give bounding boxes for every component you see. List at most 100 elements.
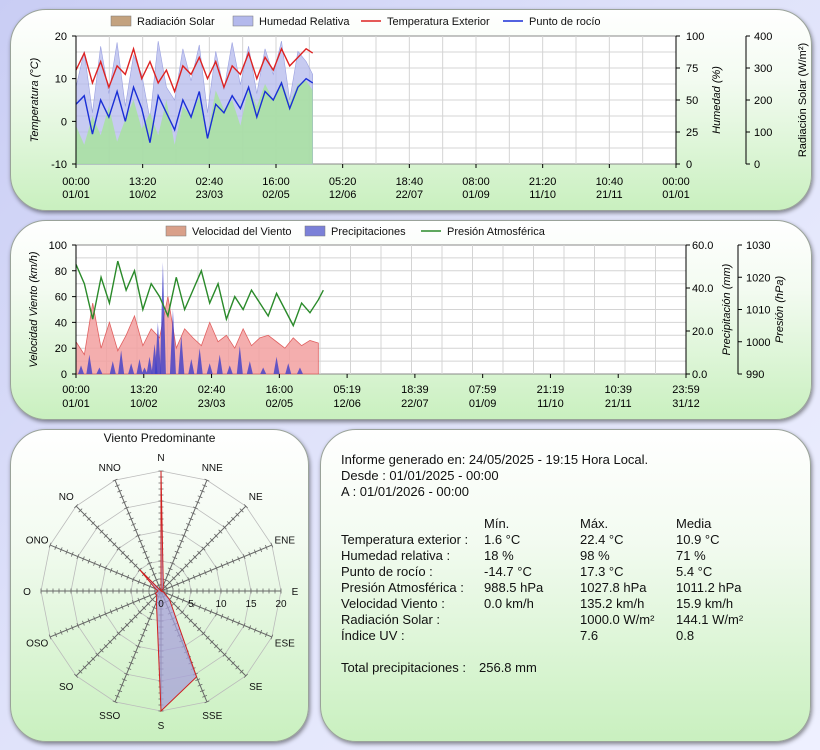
rose-spoke-tick [186, 523, 192, 526]
x-tick-time: 02:40 [196, 176, 224, 188]
rose-spoke-tick [86, 516, 91, 521]
rose-direction-label: NNO [99, 463, 121, 474]
rose-direction-label: NO [59, 492, 74, 503]
rose-spoke-tick [112, 542, 117, 547]
rose-spoke-tick [195, 678, 201, 682]
x-tick-time: 00:00 [62, 176, 90, 188]
humidity-tick-label: 0 [686, 159, 692, 171]
rose-spoke-tick [171, 576, 176, 581]
precipitation-spike [216, 354, 223, 374]
rose-spoke-tick [199, 489, 205, 493]
temp-tick-label: 0 [61, 116, 67, 128]
rose-spoke-tick [209, 538, 214, 543]
rose-spoke-tick [121, 678, 127, 682]
rose-spoke-tick [147, 561, 152, 565]
rose-spoke-tick [181, 579, 185, 585]
legend-solar: Radiación Solar [137, 16, 215, 28]
wind-tick-label: 100 [49, 240, 67, 252]
humidity-tick-label: 100 [686, 31, 704, 43]
rose-spoke-tick [235, 512, 240, 517]
rose-spoke-tick [99, 529, 104, 534]
rose-spoke-tick [237, 620, 240, 626]
rose-direction-label: NNE [202, 463, 223, 474]
humidity-tick-label: 50 [686, 95, 698, 107]
rose-spoke-tick [148, 583, 152, 589]
rose-spoke-tick [175, 571, 181, 577]
rose-spoke-tick [253, 549, 257, 555]
rose-spoke-tick [130, 523, 136, 526]
rose-spoke-tick [192, 555, 197, 560]
rose-spoke-tick [243, 673, 248, 678]
rose-spoke-tick [242, 622, 246, 628]
x-tick-time: 16:00 [262, 176, 290, 188]
rose-spoke-tick [184, 614, 189, 619]
rose-direction-label: SSO [99, 711, 120, 722]
rose-spoke-tick [218, 648, 223, 653]
x-tick-date: 23/03 [196, 189, 224, 201]
rose-spoke-tick [104, 611, 107, 617]
x-tick-time: 02:40 [198, 384, 226, 396]
rose-spoke-tick [226, 521, 231, 526]
temperature-humidity-panel: Radiación Solar Humedad Relativa Temperatu… [10, 9, 812, 211]
precipitation-spike [96, 367, 103, 374]
rose-spoke-tick [59, 629, 63, 635]
rose-direction-label: N [157, 453, 164, 464]
report-row-value: 1000.0 W/m² [580, 612, 655, 627]
rose-spoke-tick [141, 605, 147, 611]
rose-spoke-tick [133, 614, 138, 619]
report-row-label: Presión Atmosférica : [341, 580, 464, 595]
legend-precip-swatch [304, 225, 326, 237]
wind-rose-title: Viento Predominante [103, 431, 216, 445]
rose-spoke-tick [176, 595, 179, 601]
precipitation-spike [86, 354, 93, 374]
rose-ring-label: 15 [245, 599, 257, 610]
report-row-label: Radiación Solar : [341, 612, 440, 627]
rose-spoke-tick [126, 667, 132, 670]
radiation-tick-label: 400 [754, 31, 772, 43]
radiation-tick-label: 0 [754, 159, 760, 171]
legend-precip: Precipitaciones [331, 226, 406, 238]
x-tick-date: 02/05 [262, 189, 290, 201]
report-row-value: 5.4 °C [676, 564, 713, 579]
rose-spoke-tick [198, 572, 202, 578]
rose-spoke-tick [143, 595, 146, 601]
dew-point-line [75, 77, 314, 143]
rose-spoke-tick [218, 529, 223, 534]
precip-tick-label: 0.0 [692, 369, 707, 381]
report-row-label: Velocidad Viento : [341, 596, 445, 611]
rose-spoke-tick [137, 610, 142, 615]
rose-spoke-tick [146, 601, 151, 606]
rose-spoke-tick [192, 602, 196, 608]
rose-spoke-tick [149, 567, 155, 571]
rose-spoke-tick [253, 627, 257, 633]
rose-spoke-tick [144, 622, 150, 626]
precipitation-spike [273, 356, 280, 374]
x-tick-date: 11/10 [529, 189, 556, 201]
rose-spoke-tick [209, 639, 214, 644]
rose-spoke-tick [259, 629, 263, 635]
rose-spoke-tick [197, 495, 203, 499]
rose-spoke-tick [201, 631, 206, 636]
precipitation-spike [196, 348, 203, 374]
rose-spoke-tick [98, 563, 102, 569]
rose-spoke-tick [109, 567, 113, 573]
rose-spoke-tick [198, 604, 202, 610]
legend-humidity-swatch [232, 15, 254, 27]
rose-spoke-tick [126, 602, 130, 608]
x-tick-time: 13:20 [130, 384, 158, 396]
rose-spoke-tick [209, 609, 213, 615]
rose-spoke-tick [248, 551, 252, 557]
rose-spoke-tick [220, 563, 224, 569]
rose-spoke-tick [126, 574, 130, 580]
rose-spoke-tick [231, 558, 235, 564]
humidity-tick-label: 75 [686, 63, 698, 75]
rose-spoke-tick [137, 639, 143, 643]
precipitation-spike [188, 358, 195, 374]
legend-wind: Velocidad del Viento [192, 226, 292, 238]
rose-spoke-tick [74, 673, 79, 678]
report-row-value: -14.7 °C [484, 564, 532, 579]
rose-spoke-tick [215, 611, 218, 617]
report-total-label: Total precipitaciones : [341, 660, 467, 675]
wind-axis-title: Velocidad Viento (km/h) [28, 251, 40, 368]
rose-spoke-tick [183, 528, 189, 532]
